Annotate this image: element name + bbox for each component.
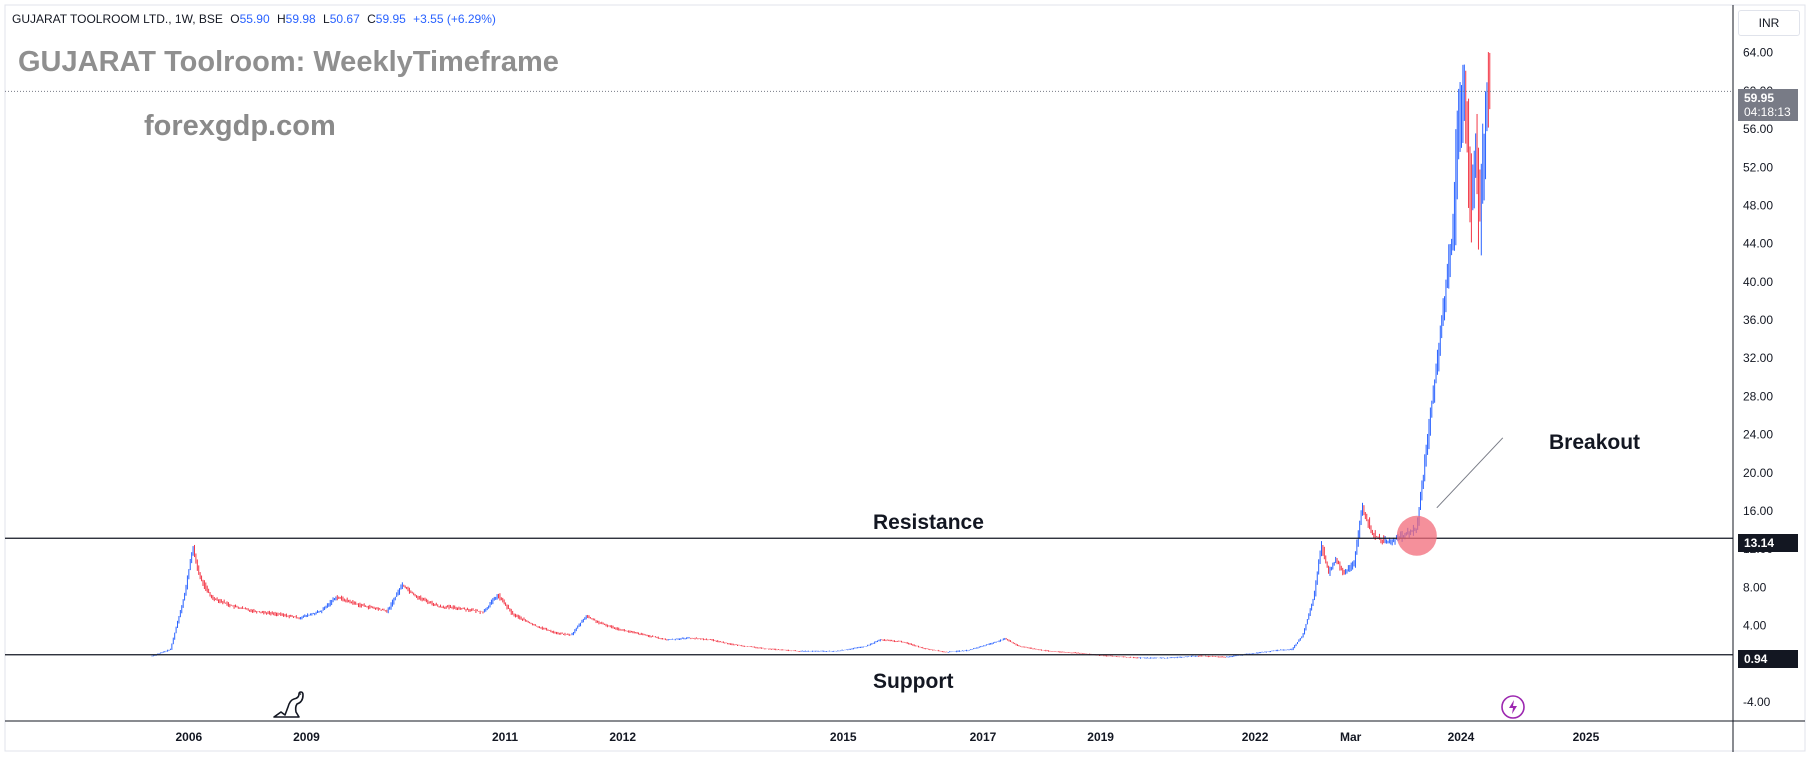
y-tick-label: -4.00 bbox=[1743, 695, 1771, 709]
tradingview-logo-icon[interactable] bbox=[272, 690, 306, 725]
y-tick-label: 20.00 bbox=[1743, 466, 1773, 480]
high-value: 59.98 bbox=[285, 12, 316, 26]
y-tick-label: 48.00 bbox=[1743, 198, 1773, 212]
x-tick-label: 2019 bbox=[1087, 730, 1114, 744]
y-tick-label: 56.00 bbox=[1743, 122, 1773, 136]
symbol-legend[interactable]: GUJARAT TOOLROOM LTD., 1W, BSE O55.90 H5… bbox=[12, 12, 496, 26]
price-levels bbox=[5, 90, 1733, 656]
x-tick-label: 2006 bbox=[175, 730, 202, 744]
resistance-price-tag: 13.14 bbox=[1738, 534, 1798, 552]
y-tick-label: 52.00 bbox=[1743, 160, 1773, 174]
x-tick-label: 2009 bbox=[293, 730, 320, 744]
y-tick-label: 40.00 bbox=[1743, 275, 1773, 289]
x-tick-label: 2017 bbox=[970, 730, 997, 744]
breakout-marker-layer bbox=[1396, 437, 1504, 556]
x-tick-label: 2015 bbox=[830, 730, 857, 744]
resistance-label: Resistance bbox=[873, 511, 984, 534]
y-tick-label: 24.00 bbox=[1743, 428, 1773, 442]
x-tick-label: 2025 bbox=[1573, 730, 1600, 744]
support-price-tag: 0.94 bbox=[1738, 650, 1798, 668]
breakout-circle bbox=[1396, 515, 1437, 556]
low-label: L bbox=[323, 12, 330, 26]
y-tick-label: 8.00 bbox=[1743, 580, 1767, 594]
y-tick-label: 32.00 bbox=[1743, 351, 1773, 365]
close-label: C bbox=[367, 12, 376, 26]
chart-frame bbox=[4, 4, 1806, 752]
y-tick-label: 16.00 bbox=[1743, 504, 1773, 518]
chart-border bbox=[4, 4, 1806, 752]
x-tick-label: Mar bbox=[1340, 730, 1362, 744]
candles bbox=[151, 52, 1491, 659]
watermark-text: forexgdp.com bbox=[144, 110, 336, 142]
low-value: 50.67 bbox=[329, 12, 360, 26]
symbol-name[interactable]: GUJARAT TOOLROOM LTD., 1W, BSE bbox=[12, 12, 223, 26]
bar-countdown: 04:18:13 bbox=[1744, 105, 1791, 119]
x-tick-label: 2012 bbox=[609, 730, 636, 744]
y-tick-label: 64.00 bbox=[1743, 46, 1773, 60]
price-axis[interactable]: -4.000.004.008.0012.0016.0020.0024.0028.… bbox=[1743, 46, 1773, 709]
x-tick-label: 2011 bbox=[492, 730, 518, 744]
support-label: Support bbox=[873, 670, 954, 693]
x-tick-label: 2022 bbox=[1242, 730, 1269, 744]
x-tick-label: 2024 bbox=[1448, 730, 1475, 744]
last-price-value: 59.95 bbox=[1744, 91, 1775, 105]
time-axis[interactable]: 2006 2009 2011 2012 2015 2017 2019 2022 Mar 2024 2… bbox=[175, 730, 1599, 744]
open-label: O bbox=[230, 12, 240, 26]
y-tick-label: 44.00 bbox=[1743, 237, 1773, 251]
lightning-icon[interactable] bbox=[1500, 694, 1526, 725]
y-tick-label: 4.00 bbox=[1743, 619, 1767, 633]
chart-title: GUJARAT Toolroom: WeeklyTimeframe bbox=[18, 46, 559, 78]
last-price-tag: 59.95 04:18:13 bbox=[1738, 89, 1798, 121]
open-value: 55.90 bbox=[239, 12, 270, 26]
breakout-pointer bbox=[1436, 437, 1504, 509]
high-label: H bbox=[277, 12, 286, 26]
breakout-label: Breakout bbox=[1549, 431, 1641, 454]
currency-button[interactable]: INR bbox=[1738, 10, 1800, 36]
y-tick-label: 28.00 bbox=[1743, 389, 1773, 403]
close-value: 59.95 bbox=[375, 12, 406, 26]
y-tick-label: 36.00 bbox=[1743, 313, 1773, 327]
change-value: +3.55 (+6.29%) bbox=[413, 12, 496, 26]
